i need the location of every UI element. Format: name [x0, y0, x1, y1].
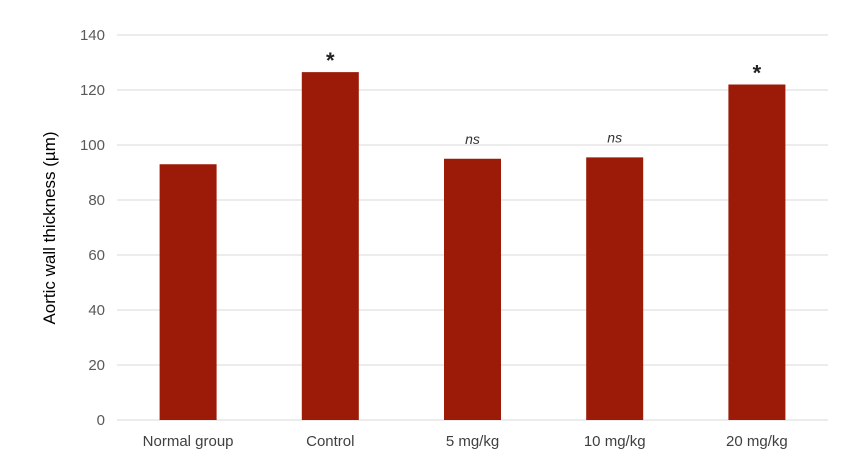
x-tick-label: 5 mg/kg: [446, 433, 499, 450]
y-axis-title: Aortic wall thickness (µm): [40, 131, 59, 324]
y-tick-label: 140: [80, 27, 105, 44]
x-tick-label: Normal group: [143, 433, 234, 450]
y-tick-label: 40: [88, 302, 105, 319]
y-tick-label: 80: [88, 192, 105, 209]
y-axis-ticks: 0 20 40 60 80 100 120 140: [80, 27, 105, 429]
significance-annotations: * ns ns *: [326, 48, 762, 147]
bars: [159, 72, 786, 420]
x-axis-ticks: Normal group Control 5 mg/kg 10 mg/kg 20 mg/…: [143, 433, 788, 450]
bar-1: [301, 72, 359, 420]
x-tick-label: Control: [306, 433, 354, 450]
y-tick-label: 120: [80, 82, 105, 99]
y-tick-label: 20: [88, 357, 105, 374]
bar-3: [586, 157, 644, 420]
significance-ns: ns: [465, 131, 480, 147]
significance-star: *: [326, 48, 335, 73]
bar-2: [444, 158, 501, 420]
x-tick-label: 10 mg/kg: [584, 433, 646, 450]
significance-star: *: [753, 61, 762, 86]
y-tick-label: 60: [88, 247, 105, 264]
y-tick-label: 0: [97, 412, 105, 429]
x-tick-label: 20 mg/kg: [726, 433, 788, 450]
bar-4: [728, 84, 786, 420]
significance-ns: ns: [607, 129, 622, 145]
bar-0: [159, 164, 217, 420]
y-tick-label: 100: [80, 137, 105, 154]
